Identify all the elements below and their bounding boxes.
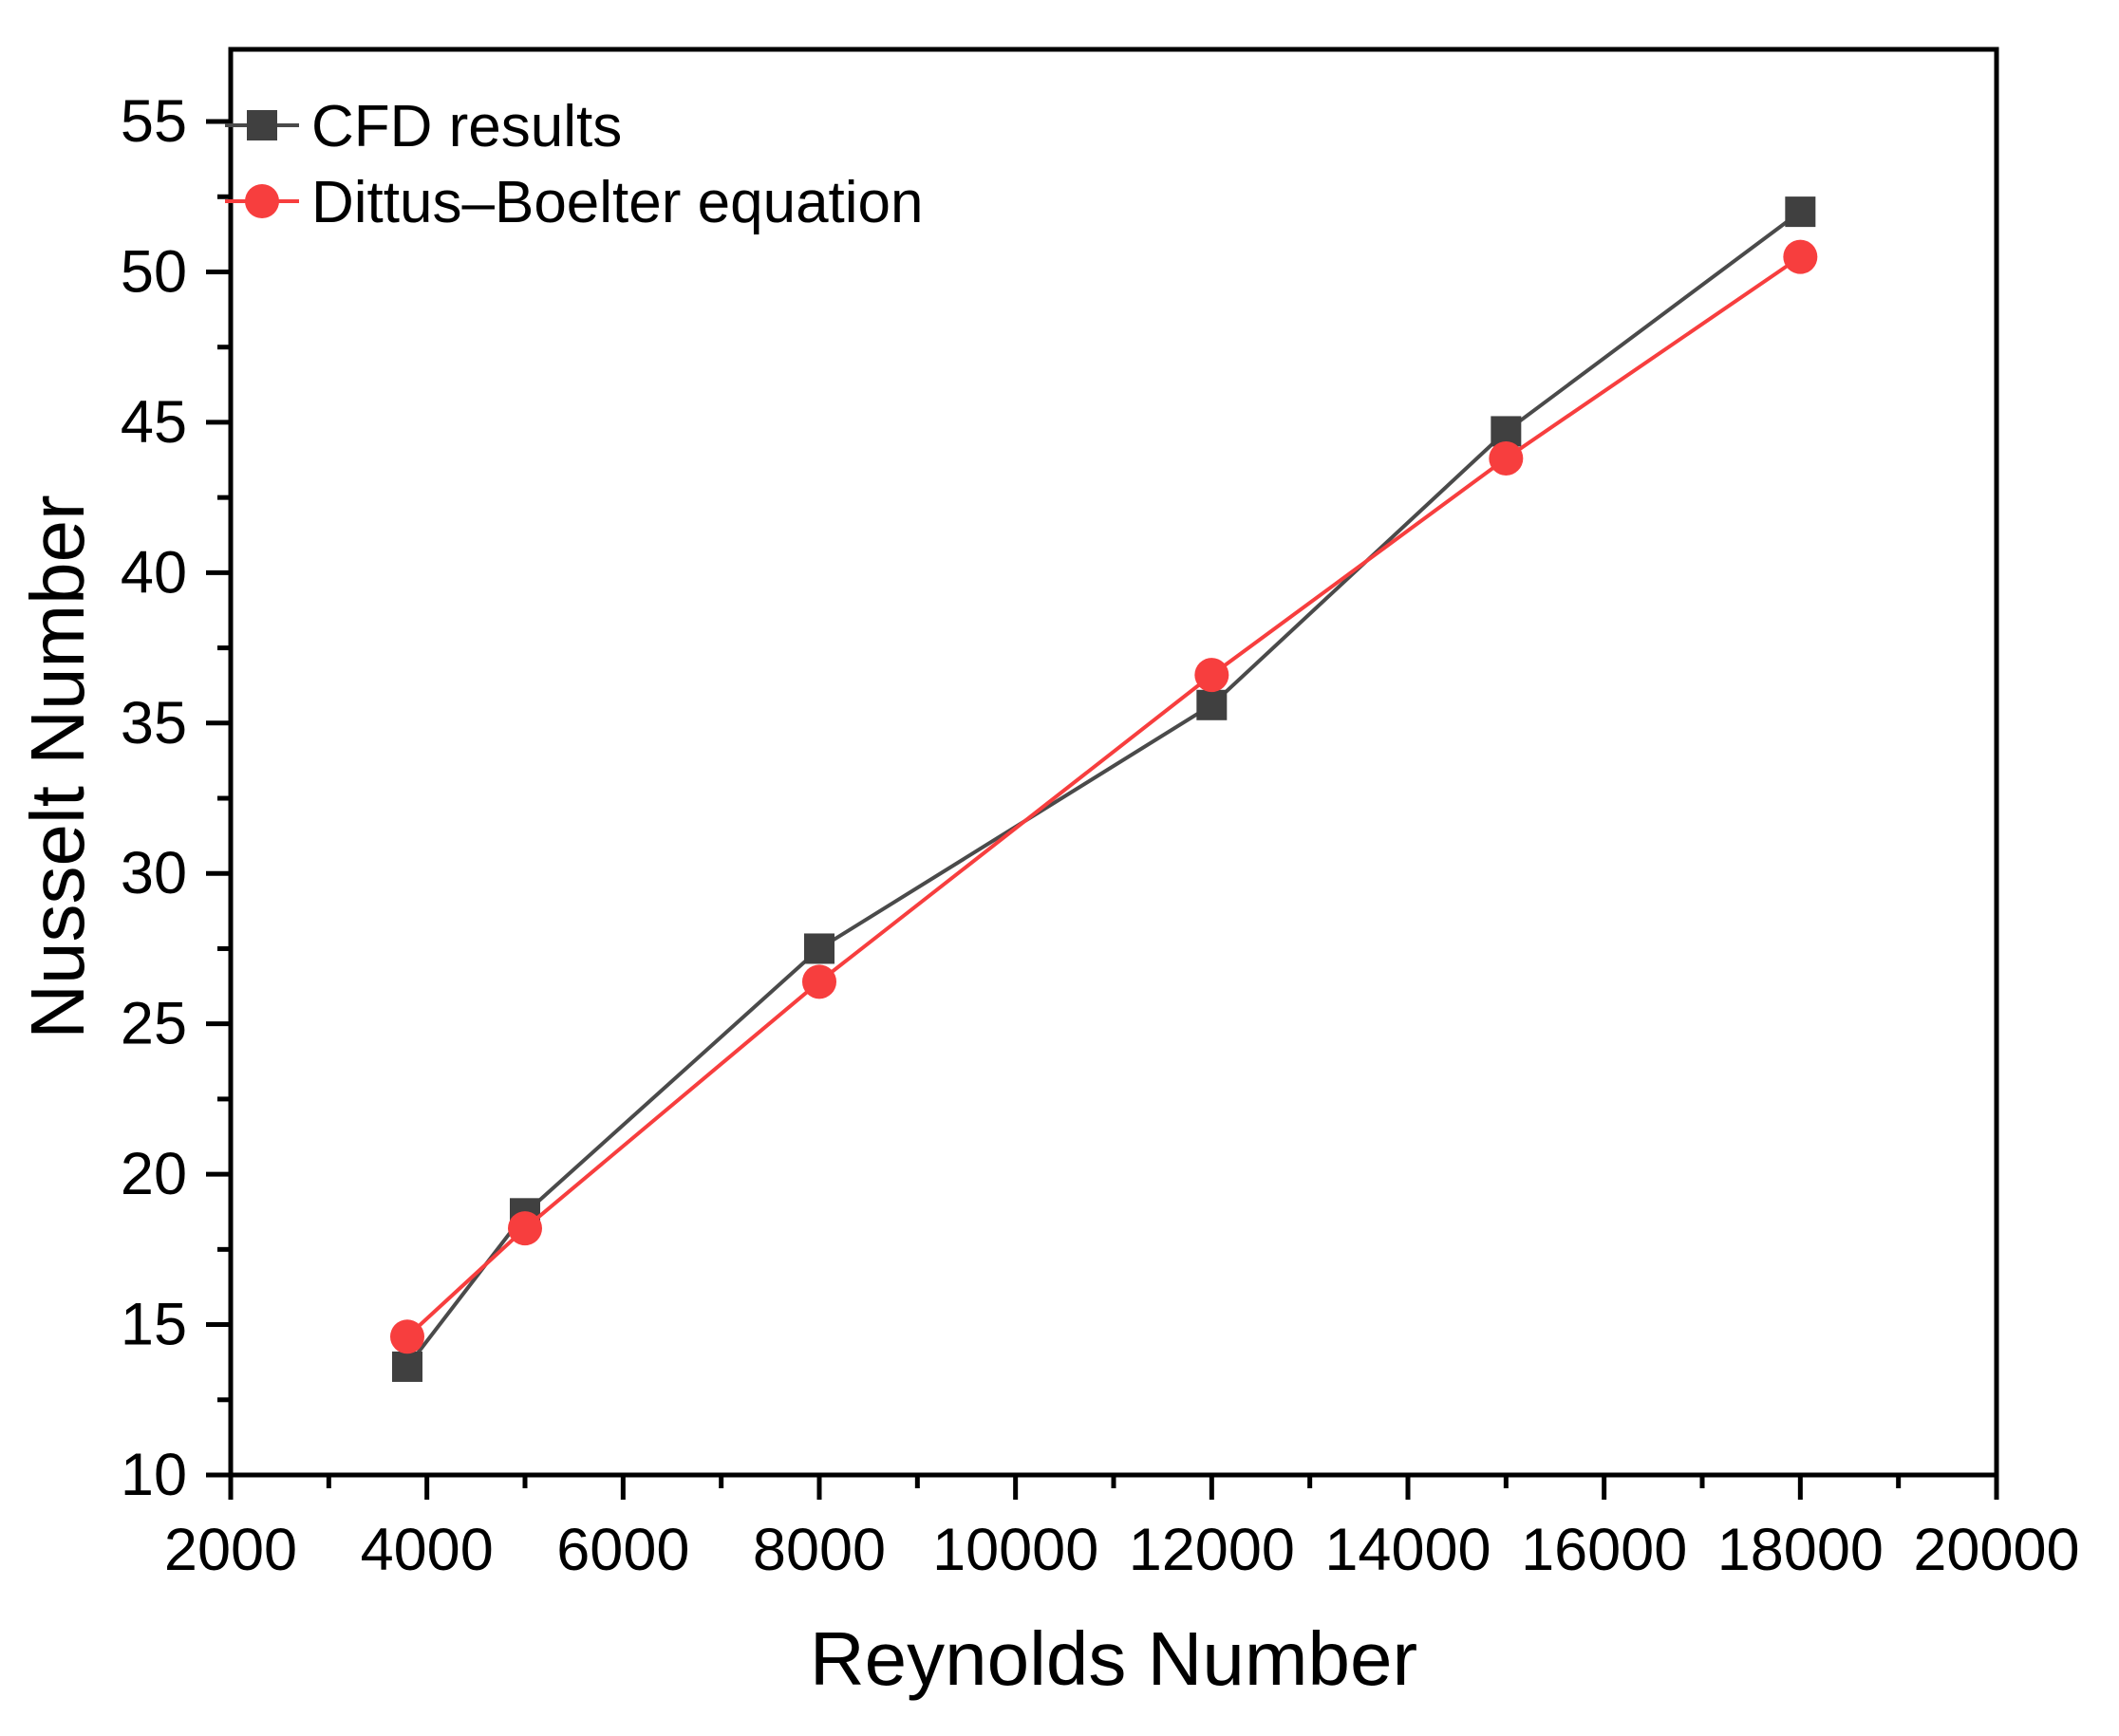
y-tick-label: 40 bbox=[121, 539, 187, 606]
legend: CFD results Dittus–Boelter equation bbox=[225, 94, 924, 235]
legend-label-dittus-boelter: Dittus–Boelter equation bbox=[311, 170, 924, 235]
x-tick-label: 8000 bbox=[753, 1517, 886, 1583]
y-tick-label: 10 bbox=[121, 1442, 187, 1508]
x-tick-label: 18000 bbox=[1717, 1517, 1884, 1583]
x-tick-label: 10000 bbox=[932, 1517, 1098, 1583]
y-tick-label: 50 bbox=[121, 238, 187, 305]
data-point-circle-dittus-boelter bbox=[390, 1319, 424, 1354]
y-tick-label: 20 bbox=[121, 1141, 187, 1207]
plot-area: 2000 4000 6000 8000 10000 12000 14000 16000 1800… bbox=[121, 47, 2080, 1583]
x-tick-label: 4000 bbox=[361, 1517, 494, 1583]
x-tick-label: 20000 bbox=[1913, 1517, 2079, 1583]
x-tick-label: 2000 bbox=[164, 1517, 297, 1583]
x-axis-title: Reynolds Number bbox=[810, 1616, 1417, 1701]
y-tick-label: 55 bbox=[121, 88, 187, 155]
x-tick-label: 12000 bbox=[1129, 1517, 1295, 1583]
x-tick-label: 14000 bbox=[1324, 1517, 1491, 1583]
legend-square-marker-icon bbox=[247, 110, 277, 140]
y-tick-label: 45 bbox=[121, 389, 187, 456]
y-tick-label: 15 bbox=[121, 1292, 187, 1358]
data-point-circle-dittus-boelter bbox=[802, 964, 836, 999]
data-point-circle-dittus-boelter bbox=[508, 1211, 542, 1246]
data-point-circle-dittus-boelter bbox=[1194, 658, 1229, 693]
data-point-square-cfd bbox=[804, 933, 834, 964]
y-tick-label: 35 bbox=[121, 690, 187, 756]
y-axis-title: Nusselt Number bbox=[15, 495, 100, 1039]
data-point-circle-dittus-boelter bbox=[1489, 440, 1524, 476]
series-line-dittus-boelter bbox=[405, 254, 1802, 1338]
x-tick-label: 6000 bbox=[556, 1517, 689, 1583]
data-point-square-cfd bbox=[1785, 196, 1816, 228]
series-line-cfd bbox=[405, 210, 1802, 1369]
y-tick-label: 25 bbox=[121, 991, 187, 1057]
data-point-square-cfd bbox=[392, 1351, 422, 1382]
x-tick-label: 16000 bbox=[1521, 1517, 1687, 1583]
data-point-square-cfd bbox=[1196, 689, 1228, 720]
y-tick-label: 30 bbox=[121, 840, 187, 906]
legend-label-cfd: CFD results bbox=[311, 94, 622, 159]
data-point-circle-dittus-boelter bbox=[1783, 239, 1818, 274]
legend-circle-marker-icon bbox=[245, 184, 279, 218]
